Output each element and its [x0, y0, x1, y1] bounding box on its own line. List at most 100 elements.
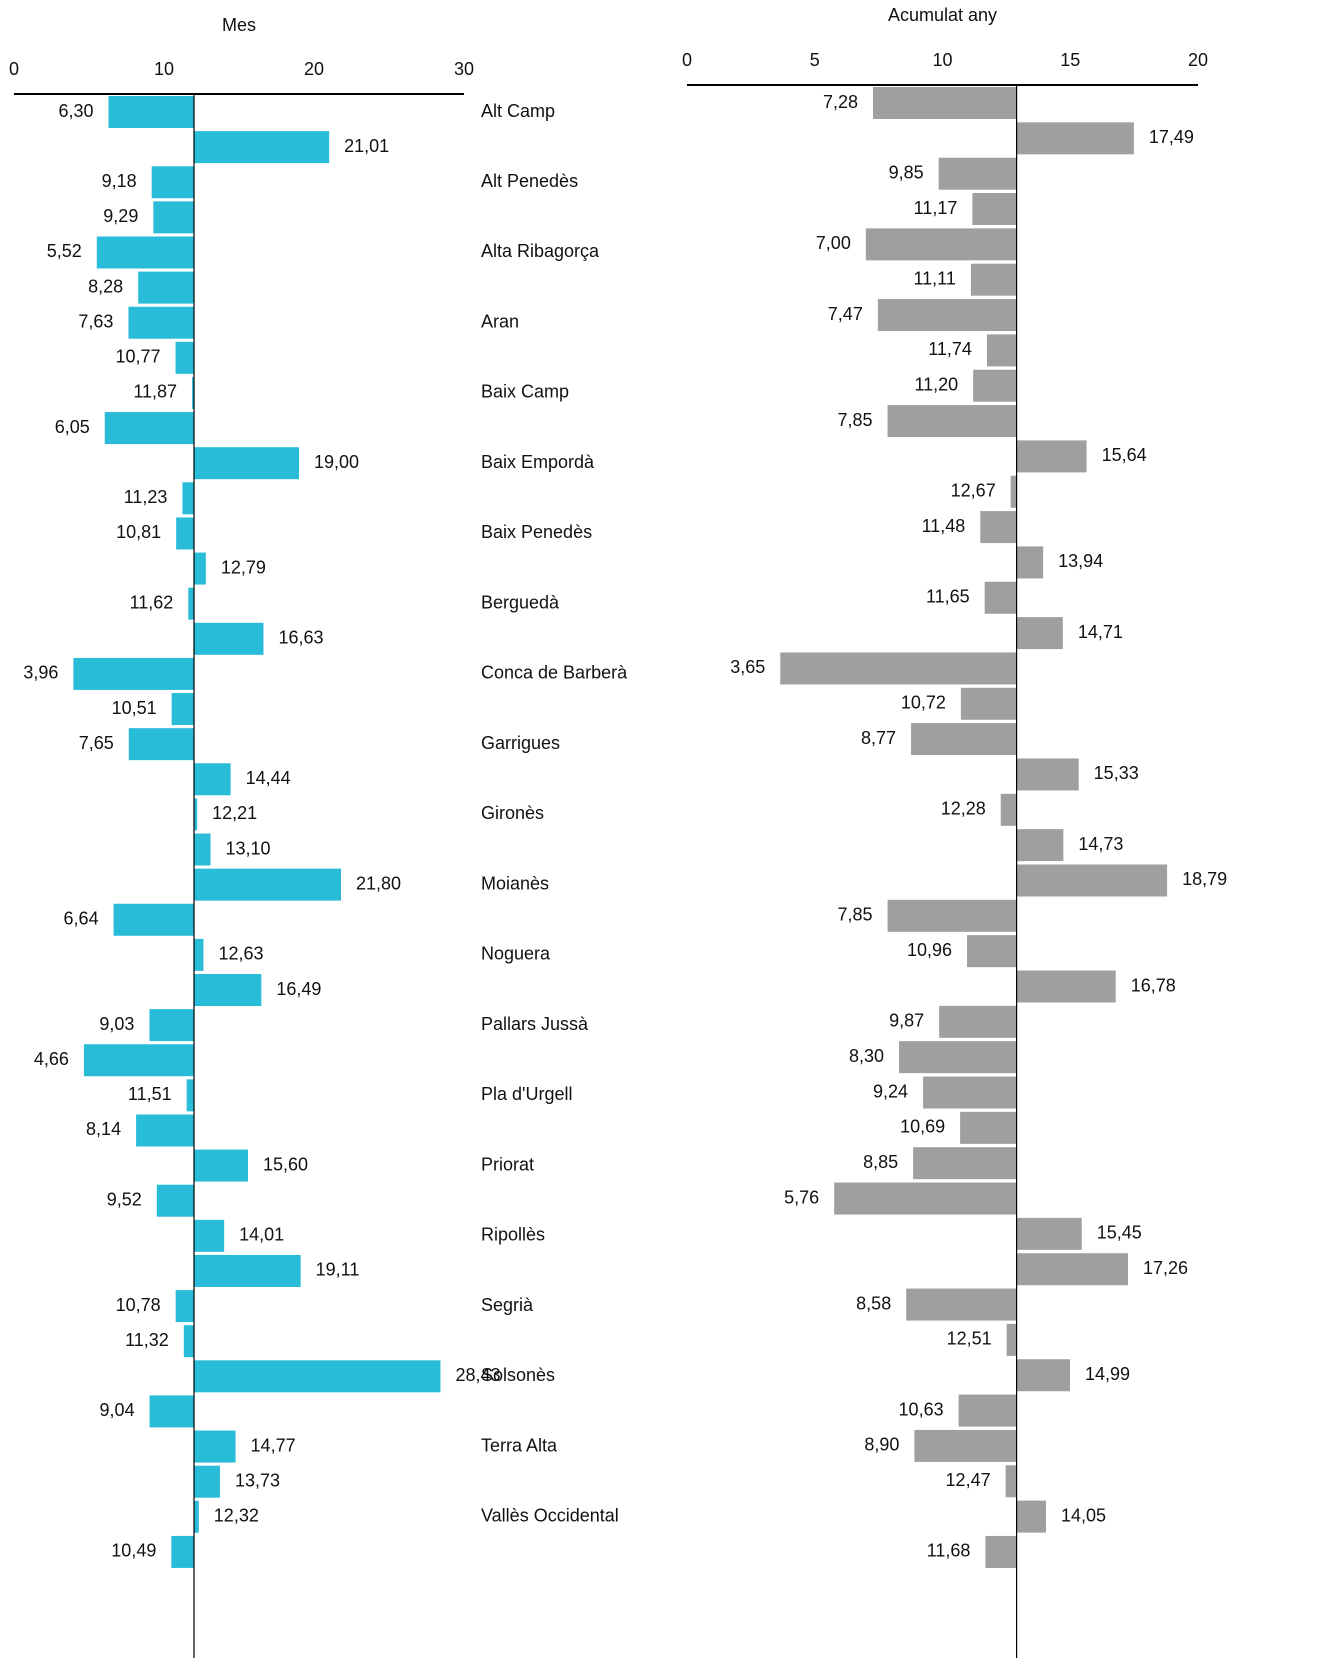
- value-label: 8,90: [864, 1435, 899, 1455]
- value-label: 12,28: [941, 799, 986, 819]
- value-label: 12,79: [221, 557, 266, 577]
- value-label: 12,47: [946, 1470, 991, 1490]
- bar: [914, 1429, 1017, 1462]
- bar: [104, 412, 194, 445]
- value-label: 8,58: [856, 1293, 891, 1313]
- value-label: 13,94: [1058, 551, 1103, 571]
- value-label: 8,28: [88, 276, 123, 296]
- value-label: 7,47: [828, 304, 863, 324]
- value-label: 11,68: [927, 1541, 971, 1561]
- value-label: 10,69: [900, 1117, 945, 1137]
- bar: [138, 271, 194, 304]
- bar: [194, 1500, 199, 1533]
- value-label: 8,30: [849, 1046, 884, 1066]
- bar: [136, 1114, 194, 1147]
- bar: [194, 1360, 441, 1393]
- bar: [153, 201, 194, 234]
- bar: [149, 1009, 194, 1042]
- value-label: 7,65: [79, 733, 114, 753]
- category-label: Moianès: [481, 873, 549, 893]
- bar: [194, 447, 299, 480]
- category-label: Noguera: [481, 944, 551, 964]
- bar: [188, 587, 194, 620]
- value-label: 10,81: [116, 522, 161, 542]
- bar: [108, 96, 194, 128]
- bar: [973, 369, 1017, 402]
- bar: [970, 263, 1017, 296]
- bar: [186, 1079, 194, 1112]
- value-label: 8,77: [861, 728, 896, 748]
- value-label: 10,51: [112, 698, 157, 718]
- value-label: 19,11: [316, 1260, 360, 1280]
- bar: [865, 228, 1017, 261]
- x-tick-label: 0: [9, 59, 19, 79]
- value-label: 14,71: [1078, 622, 1123, 642]
- value-label: 11,20: [914, 374, 958, 394]
- value-label: 12,67: [951, 480, 996, 500]
- bar: [877, 299, 1017, 332]
- value-label: 10,63: [899, 1399, 944, 1419]
- value-label: 7,00: [816, 233, 851, 253]
- value-label: 13,10: [226, 838, 271, 858]
- bar: [1016, 546, 1044, 579]
- bar: [972, 193, 1017, 226]
- bar: [151, 166, 194, 199]
- category-label: Garrigues: [481, 733, 560, 753]
- bar: [1016, 1217, 1082, 1250]
- bar: [887, 405, 1017, 438]
- value-label: 9,04: [100, 1400, 135, 1420]
- bar: [194, 868, 341, 901]
- bar: [175, 1290, 194, 1323]
- value-label: 21,80: [356, 873, 401, 893]
- bar: [939, 1005, 1017, 1038]
- value-label: 28,43: [455, 1365, 500, 1385]
- value-label: 9,52: [107, 1189, 142, 1209]
- chart-title: Acumulat any: [888, 5, 997, 25]
- bar: [171, 1535, 194, 1568]
- bar: [980, 511, 1017, 544]
- value-label: 6,64: [64, 909, 99, 929]
- value-label: 11,32: [125, 1330, 169, 1350]
- category-label: Baix Camp: [481, 382, 569, 402]
- x-tick-label: 0: [682, 50, 692, 70]
- category-label: Vallès Occidental: [481, 1506, 619, 1526]
- bar: [985, 1535, 1017, 1568]
- value-label: 15,64: [1102, 445, 1147, 465]
- bar: [171, 693, 194, 726]
- bar: [175, 341, 194, 374]
- value-label: 14,44: [246, 768, 291, 788]
- value-label: 19,00: [314, 452, 359, 472]
- bar: [938, 157, 1017, 190]
- value-label: 12,21: [212, 803, 257, 823]
- value-label: 7,85: [838, 410, 873, 430]
- value-label: 16,49: [276, 979, 321, 999]
- value-label: 16,78: [1131, 975, 1176, 995]
- bar: [834, 1182, 1017, 1215]
- x-tick-label: 10: [932, 50, 952, 70]
- bar: [986, 334, 1017, 367]
- value-label: 18,79: [1182, 869, 1227, 889]
- category-label: Pallars Jussà: [481, 1014, 589, 1034]
- bar: [194, 552, 206, 585]
- value-label: 7,63: [78, 311, 113, 331]
- value-label: 11,11: [913, 268, 955, 288]
- bar: [194, 1149, 248, 1182]
- value-label: 11,51: [128, 1084, 172, 1104]
- bar: [1016, 440, 1087, 473]
- value-label: 9,85: [889, 162, 924, 182]
- value-label: 11,65: [926, 587, 970, 607]
- bar: [194, 798, 198, 831]
- value-label: 5,52: [47, 241, 82, 261]
- category-label: Aran: [481, 311, 519, 331]
- bar: [1016, 758, 1079, 791]
- bar: [149, 1395, 194, 1428]
- bar: [182, 482, 194, 515]
- bar: [194, 622, 264, 655]
- bar: [1016, 122, 1134, 155]
- category-label: Segrià: [481, 1295, 534, 1315]
- category-label: Baix Penedès: [481, 522, 592, 542]
- bar: [911, 723, 1017, 756]
- value-label: 11,48: [922, 516, 966, 536]
- value-label: 3,65: [730, 657, 765, 677]
